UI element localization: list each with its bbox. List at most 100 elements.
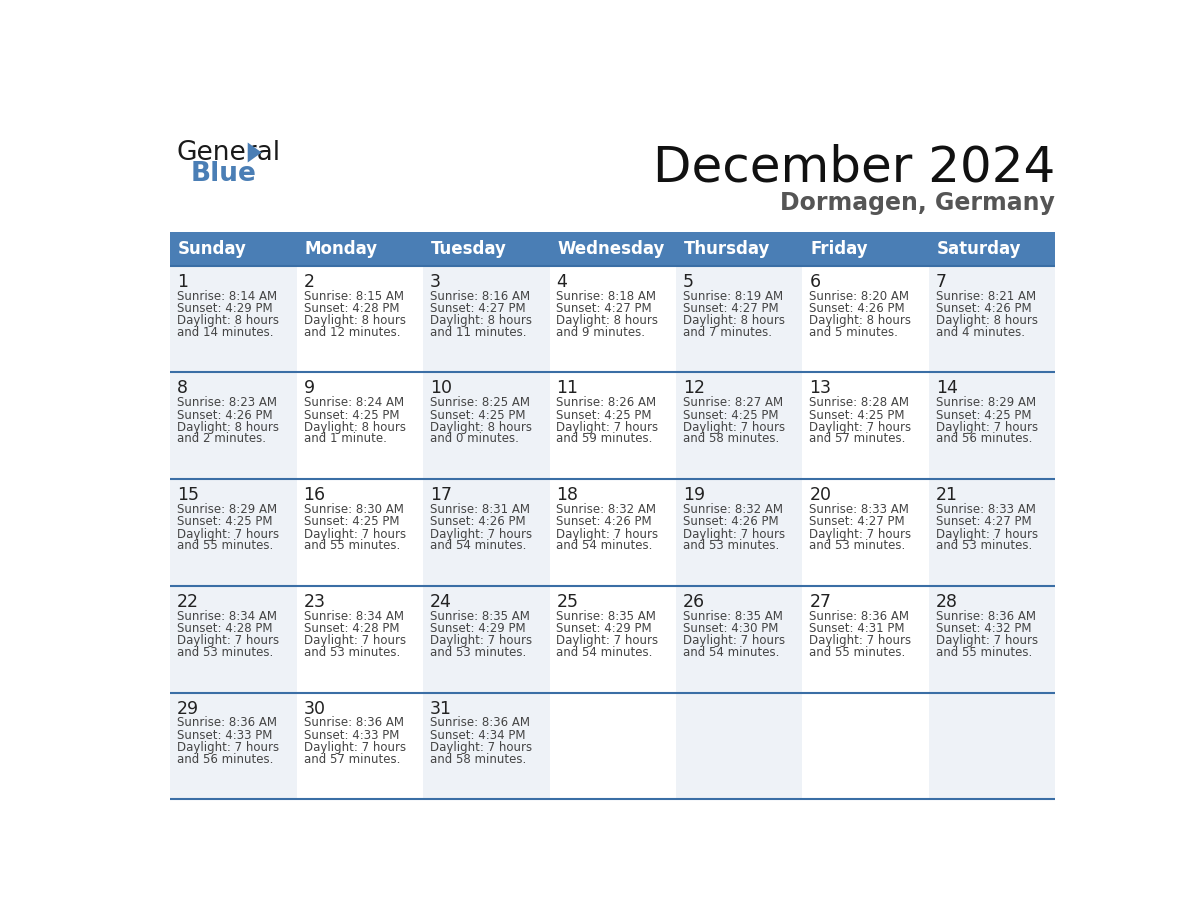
Text: Daylight: 8 hours: Daylight: 8 hours (177, 314, 279, 327)
Text: Daylight: 8 hours: Daylight: 8 hours (177, 421, 279, 434)
Bar (423, 586, 550, 692)
Text: and 55 minutes.: and 55 minutes. (304, 539, 400, 553)
Bar (802, 692, 929, 800)
Bar (929, 265, 1055, 373)
Text: Sunset: 4:30 PM: Sunset: 4:30 PM (683, 622, 778, 635)
Text: Daylight: 8 hours: Daylight: 8 hours (809, 314, 911, 327)
Text: Sunrise: 8:18 AM: Sunrise: 8:18 AM (556, 289, 657, 303)
Text: Daylight: 7 hours: Daylight: 7 hours (683, 421, 785, 434)
Text: Daylight: 7 hours: Daylight: 7 hours (809, 528, 911, 541)
Text: and 0 minutes.: and 0 minutes. (430, 432, 519, 445)
Text: 1: 1 (177, 273, 188, 291)
Text: and 54 minutes.: and 54 minutes. (556, 646, 653, 659)
Text: Sunset: 4:25 PM: Sunset: 4:25 PM (683, 409, 778, 421)
Text: and 53 minutes.: and 53 minutes. (430, 646, 526, 659)
Text: Sunrise: 8:32 AM: Sunrise: 8:32 AM (683, 503, 783, 516)
Text: Sunrise: 8:29 AM: Sunrise: 8:29 AM (177, 503, 277, 516)
Bar (170, 373, 297, 479)
Text: Blue: Blue (190, 161, 257, 187)
Bar (297, 479, 423, 586)
Text: Sunrise: 8:21 AM: Sunrise: 8:21 AM (936, 289, 1036, 303)
Text: Sunset: 4:29 PM: Sunset: 4:29 PM (556, 622, 652, 635)
Text: Daylight: 8 hours: Daylight: 8 hours (304, 314, 405, 327)
Text: Sunrise: 8:36 AM: Sunrise: 8:36 AM (430, 716, 530, 730)
Text: Daylight: 7 hours: Daylight: 7 hours (304, 528, 406, 541)
Text: 23: 23 (304, 593, 326, 610)
Text: Daylight: 7 hours: Daylight: 7 hours (683, 634, 785, 647)
Bar (297, 373, 423, 479)
Text: and 7 minutes.: and 7 minutes. (683, 326, 772, 339)
Text: 18: 18 (556, 486, 579, 504)
Bar (676, 373, 802, 479)
Text: Daylight: 7 hours: Daylight: 7 hours (430, 741, 532, 754)
Text: 22: 22 (177, 593, 200, 610)
Text: and 4 minutes.: and 4 minutes. (936, 326, 1025, 339)
Text: Sunset: 4:26 PM: Sunset: 4:26 PM (430, 515, 525, 529)
Bar (676, 692, 802, 800)
Text: 7: 7 (936, 273, 947, 291)
Bar (297, 265, 423, 373)
Text: Daylight: 7 hours: Daylight: 7 hours (556, 528, 658, 541)
Text: Sunset: 4:26 PM: Sunset: 4:26 PM (809, 302, 905, 315)
Text: 20: 20 (809, 486, 832, 504)
Text: 30: 30 (304, 700, 326, 718)
Text: Daylight: 7 hours: Daylight: 7 hours (177, 528, 279, 541)
Bar (423, 265, 550, 373)
Text: 8: 8 (177, 379, 188, 397)
Text: Sunday: Sunday (178, 240, 247, 258)
Text: Daylight: 8 hours: Daylight: 8 hours (683, 314, 785, 327)
Bar (929, 586, 1055, 692)
Text: Sunset: 4:25 PM: Sunset: 4:25 PM (304, 515, 399, 529)
Text: 13: 13 (809, 379, 832, 397)
Text: 24: 24 (430, 593, 451, 610)
Text: Sunrise: 8:36 AM: Sunrise: 8:36 AM (177, 716, 277, 730)
Text: Sunrise: 8:29 AM: Sunrise: 8:29 AM (936, 397, 1036, 409)
Text: and 12 minutes.: and 12 minutes. (304, 326, 400, 339)
Text: Daylight: 7 hours: Daylight: 7 hours (936, 528, 1038, 541)
Text: Daylight: 7 hours: Daylight: 7 hours (177, 741, 279, 754)
Text: Dormagen, Germany: Dormagen, Germany (781, 191, 1055, 215)
Text: and 55 minutes.: and 55 minutes. (936, 646, 1032, 659)
Text: Sunrise: 8:23 AM: Sunrise: 8:23 AM (177, 397, 277, 409)
Text: Thursday: Thursday (683, 240, 770, 258)
Text: and 5 minutes.: and 5 minutes. (809, 326, 898, 339)
Text: Sunset: 4:25 PM: Sunset: 4:25 PM (304, 409, 399, 421)
Text: and 56 minutes.: and 56 minutes. (177, 753, 273, 766)
Text: December 2024: December 2024 (653, 144, 1055, 192)
Bar (170, 586, 297, 692)
Text: Sunset: 4:25 PM: Sunset: 4:25 PM (430, 409, 525, 421)
Text: Sunrise: 8:31 AM: Sunrise: 8:31 AM (430, 503, 530, 516)
Text: Daylight: 7 hours: Daylight: 7 hours (430, 528, 532, 541)
Text: and 58 minutes.: and 58 minutes. (683, 432, 779, 445)
Text: Sunset: 4:27 PM: Sunset: 4:27 PM (556, 302, 652, 315)
Text: Sunset: 4:26 PM: Sunset: 4:26 PM (556, 515, 652, 529)
Text: 11: 11 (556, 379, 579, 397)
Text: and 55 minutes.: and 55 minutes. (177, 539, 273, 553)
Bar (170, 265, 297, 373)
Text: Sunset: 4:28 PM: Sunset: 4:28 PM (304, 302, 399, 315)
Text: 31: 31 (430, 700, 453, 718)
Bar (802, 265, 929, 373)
Text: 10: 10 (430, 379, 453, 397)
Text: Daylight: 7 hours: Daylight: 7 hours (809, 634, 911, 647)
Text: Sunrise: 8:34 AM: Sunrise: 8:34 AM (177, 610, 277, 622)
Text: 17: 17 (430, 486, 453, 504)
Text: and 53 minutes.: and 53 minutes. (304, 646, 400, 659)
Bar (550, 479, 676, 586)
Text: Sunrise: 8:36 AM: Sunrise: 8:36 AM (936, 610, 1036, 622)
Text: Sunset: 4:26 PM: Sunset: 4:26 PM (936, 302, 1031, 315)
Text: Sunrise: 8:33 AM: Sunrise: 8:33 AM (936, 503, 1036, 516)
Text: 26: 26 (683, 593, 704, 610)
Text: 15: 15 (177, 486, 200, 504)
Text: Sunset: 4:25 PM: Sunset: 4:25 PM (809, 409, 905, 421)
Text: Sunrise: 8:35 AM: Sunrise: 8:35 AM (683, 610, 783, 622)
Text: and 1 minute.: and 1 minute. (304, 432, 386, 445)
Text: Daylight: 8 hours: Daylight: 8 hours (430, 421, 532, 434)
Text: Daylight: 7 hours: Daylight: 7 hours (683, 528, 785, 541)
Text: Daylight: 8 hours: Daylight: 8 hours (430, 314, 532, 327)
Text: Sunset: 4:32 PM: Sunset: 4:32 PM (936, 622, 1031, 635)
Text: and 9 minutes.: and 9 minutes. (556, 326, 645, 339)
Text: 28: 28 (936, 593, 958, 610)
Text: 4: 4 (556, 273, 568, 291)
Text: Daylight: 7 hours: Daylight: 7 hours (936, 634, 1038, 647)
